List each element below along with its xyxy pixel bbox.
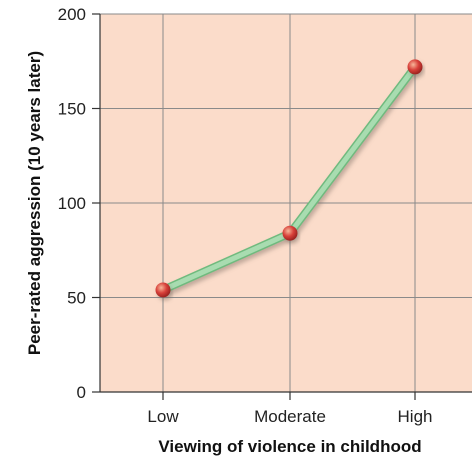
x-tick-label: Low: [147, 407, 179, 426]
data-point-low: [155, 282, 171, 298]
x-tick-label: Moderate: [254, 407, 326, 426]
axes: [92, 13, 472, 400]
data-markers: [155, 59, 423, 298]
y-tick-label: 200: [58, 5, 86, 24]
y-tick-labels: 0 50 100 150 200: [58, 5, 86, 402]
x-axis-title: Viewing of violence in childhood: [158, 437, 421, 456]
x-tick-labels: Low Moderate High: [147, 407, 432, 426]
y-tick-label: 150: [58, 100, 86, 119]
y-tick-label: 0: [77, 383, 86, 402]
x-tick-label: High: [398, 407, 433, 426]
y-axis-title: Peer-rated aggression (10 years later): [25, 51, 44, 355]
data-point-high: [407, 59, 423, 75]
y-tick-label: 100: [58, 194, 86, 213]
grid: [100, 13, 472, 392]
data-point-moderate: [282, 225, 298, 241]
y-tick-label: 50: [67, 289, 86, 308]
